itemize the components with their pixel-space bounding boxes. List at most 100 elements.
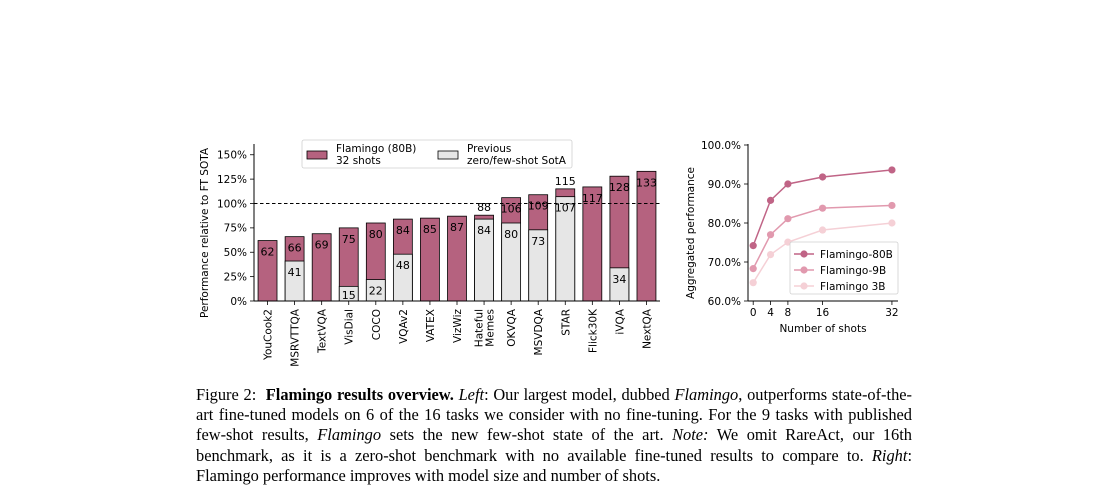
right-x-axis-label: Number of shots xyxy=(779,323,866,335)
series-point xyxy=(766,196,775,204)
flamingo-value-label: 88 xyxy=(477,201,491,214)
category-label: NextQA xyxy=(641,308,653,349)
previous-value-label: 107 xyxy=(555,202,576,215)
legend-label: Flamingo (80B) xyxy=(336,143,416,155)
flamingo-value-label: 117 xyxy=(582,192,603,205)
figure-caption: Figure 2: Flamingo results overview. Lef… xyxy=(196,385,912,486)
right-line-chart: Aggregated performance Number of shots 60.… xyxy=(685,140,899,335)
flamingo-bar xyxy=(636,170,657,302)
legend-frame xyxy=(789,241,899,295)
legend-marker xyxy=(800,282,808,290)
series-point xyxy=(818,173,827,181)
caption-label: Figure 2: xyxy=(196,385,257,404)
category-label: VisDial xyxy=(344,309,356,345)
flamingo-value-label: 62 xyxy=(261,246,275,259)
right-y-tick-label: 60.0% xyxy=(708,296,741,308)
category-label: Memes xyxy=(485,309,497,347)
legend-swatch xyxy=(306,150,328,160)
flamingo-value-label: 115 xyxy=(555,175,576,188)
caption-text2: , outperforms state-of-the-art fine-tune… xyxy=(196,385,912,445)
legend-label: zero/few-shot SotA xyxy=(467,155,567,167)
left-y-tick-label: 25% xyxy=(224,271,247,283)
series-point xyxy=(749,242,757,250)
previous-value-label: 84 xyxy=(477,224,491,237)
series-point xyxy=(818,226,827,234)
legend-label: Flamingo-80B xyxy=(820,249,893,261)
caption-model-name-2: Flamingo xyxy=(317,425,382,445)
previous-value-label: 48 xyxy=(396,259,410,272)
caption-text3: sets the new few-shot state of the art. xyxy=(381,425,673,445)
series-point xyxy=(888,219,896,227)
right-y-axis-label: Aggregated performance xyxy=(685,167,697,299)
caption-text1: : Our largest model, dubbed xyxy=(484,385,675,404)
category-label: iVQA xyxy=(614,308,626,334)
legend-marker xyxy=(800,250,808,258)
category-label: YouCook2 xyxy=(263,309,275,361)
flamingo-value-label: 75 xyxy=(342,233,356,246)
category-label: COCO xyxy=(371,309,383,340)
category-label: TextVQA xyxy=(317,308,329,354)
category-label: OKVQA xyxy=(506,308,518,347)
caption-title: Flamingo results overview. xyxy=(265,385,454,404)
caption-text4: We omit RareAct, our 16th benchmark, as … xyxy=(196,425,912,465)
caption-left-label: Left xyxy=(458,385,485,404)
left-y-tick-label: 100% xyxy=(217,198,247,210)
flamingo-value-label: 87 xyxy=(450,221,464,234)
flamingo-value-label: 109 xyxy=(528,200,549,213)
flamingo-value-label: 128 xyxy=(609,181,630,194)
caption-note-label: Note: xyxy=(672,425,709,445)
legend-swatch xyxy=(437,150,459,160)
legend-frame xyxy=(301,139,573,169)
legend-label: 32 shots xyxy=(336,155,381,167)
previous-value-label: 73 xyxy=(531,235,545,248)
series-point xyxy=(784,215,792,223)
previous-value-label: 15 xyxy=(342,289,356,302)
series-point xyxy=(749,279,757,287)
left-y-tick-label: 125% xyxy=(217,174,247,186)
series-point xyxy=(888,166,896,174)
right-y-tick-label: 90.0% xyxy=(708,179,741,191)
category-label: STAR xyxy=(560,309,572,336)
series-point xyxy=(766,231,775,239)
left-y-tick-label: 0% xyxy=(230,296,247,308)
previous-value-label: 34 xyxy=(612,273,626,286)
right-y-tick-label: 70.0% xyxy=(708,257,741,269)
series-point xyxy=(888,201,896,210)
right-x-tick-label: 16 xyxy=(816,307,830,319)
previous-value-label: 80 xyxy=(504,228,518,241)
category-label: MSRVTTQA xyxy=(290,308,302,367)
flamingo-value-label: 80 xyxy=(369,228,383,241)
previous-value-label: 22 xyxy=(369,285,383,298)
category-label: VQAv2 xyxy=(398,309,410,344)
legend-label: Flamingo-9B xyxy=(820,265,886,277)
caption-model-name: Flamingo xyxy=(674,385,739,404)
right-x-tick-label: 32 xyxy=(885,307,898,319)
series-point xyxy=(749,265,757,273)
legend-label: Flamingo 3B xyxy=(820,281,886,293)
flamingo-value-label: 69 xyxy=(315,239,329,252)
flamingo-value-label: 66 xyxy=(288,242,302,255)
flamingo-value-label: 133 xyxy=(636,176,657,189)
right-x-tick-label: 8 xyxy=(785,307,792,319)
left-y-tick-label: 50% xyxy=(224,247,247,259)
category-label: Hateful xyxy=(474,309,486,347)
category-label: Flick30K xyxy=(587,308,599,353)
category-label: MSVDQA xyxy=(533,308,545,355)
right-x-tick-label: 4 xyxy=(767,307,774,319)
legend-marker xyxy=(800,266,808,274)
flamingo-value-label: 84 xyxy=(396,224,410,237)
category-label: VATEX xyxy=(425,309,437,342)
series-point xyxy=(766,250,775,259)
right-y-tick-label: 80.0% xyxy=(708,218,741,230)
right-legend: Flamingo-80B Flamingo-9B Flamingo 3B xyxy=(789,241,899,295)
series-point xyxy=(784,180,792,188)
flamingo-value-label: 85 xyxy=(423,223,437,236)
caption-right-label: Right xyxy=(871,445,908,465)
left-y-axis-label: Performance relative to FT SOTA xyxy=(199,147,211,318)
category-label: VizWiz xyxy=(452,309,464,343)
left-bar-chart: Performance relative to FT SOTA 0% 25% 50% 7… xyxy=(199,139,660,367)
flamingo-value-label: 106 xyxy=(501,203,522,216)
left-y-tick-label: 150% xyxy=(217,150,247,162)
left-legend: Flamingo (80B)32 shots Previouszero/few-s… xyxy=(301,139,573,169)
right-y-tick-label: 100.0% xyxy=(701,140,741,152)
